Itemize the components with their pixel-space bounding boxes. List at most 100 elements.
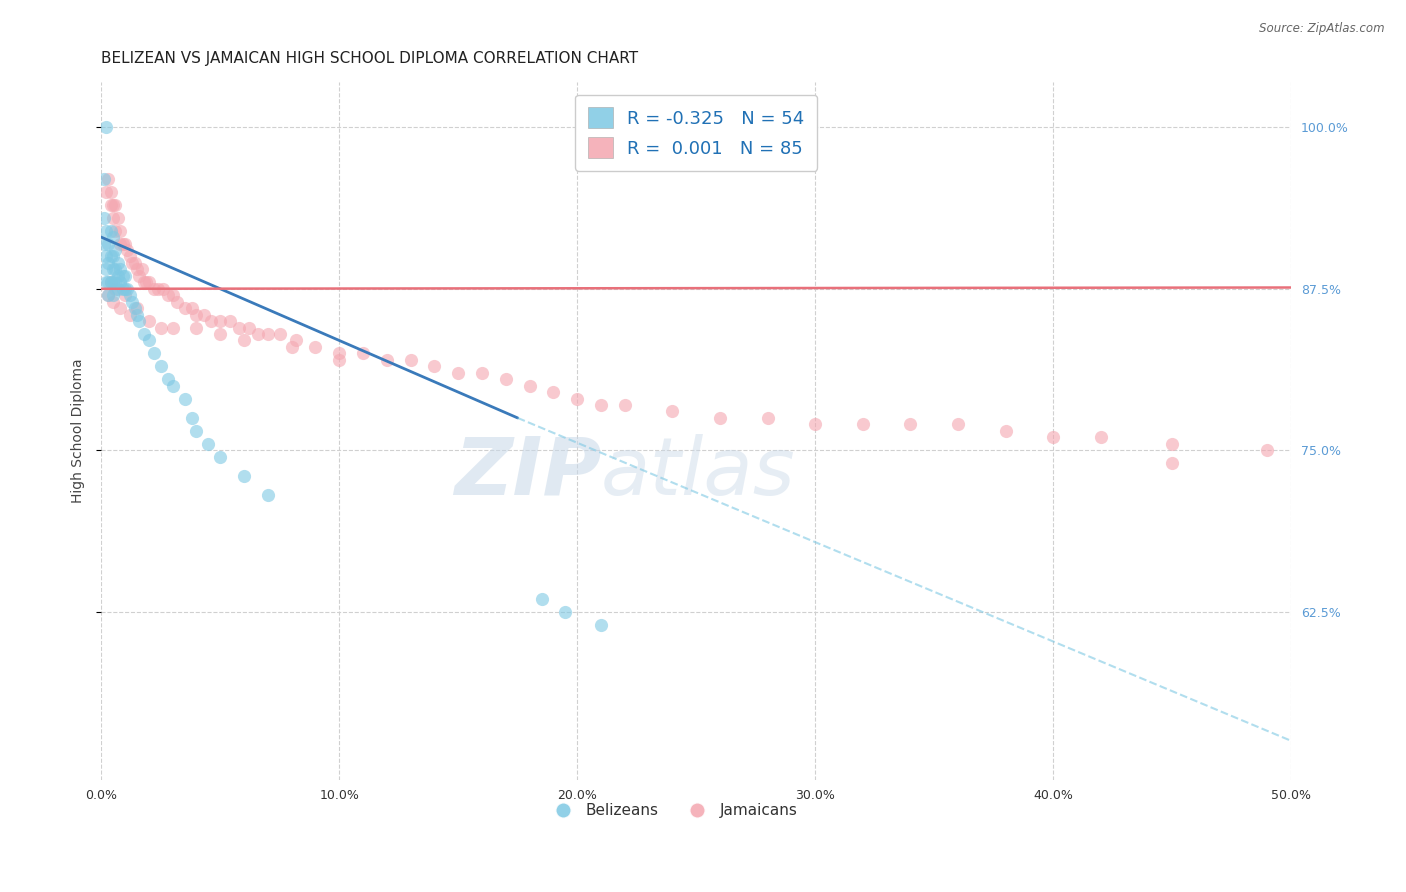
Point	[166, 294, 188, 309]
Text: BELIZEAN VS JAMAICAN HIGH SCHOOL DIPLOMA CORRELATION CHART: BELIZEAN VS JAMAICAN HIGH SCHOOL DIPLOMA…	[101, 51, 638, 66]
Point	[162, 288, 184, 302]
Point	[946, 417, 969, 432]
Point	[114, 288, 136, 302]
Point	[233, 469, 256, 483]
Point	[100, 185, 122, 199]
Point	[125, 262, 148, 277]
Point	[162, 378, 184, 392]
Point	[304, 340, 326, 354]
Point	[118, 288, 141, 302]
Point	[247, 326, 270, 341]
Point	[97, 256, 120, 270]
Point	[100, 250, 122, 264]
Point	[100, 224, 122, 238]
Point	[423, 359, 446, 374]
Text: ZIP: ZIP	[454, 434, 600, 512]
Point	[94, 120, 117, 135]
Point	[94, 224, 117, 238]
Point	[110, 276, 132, 290]
Point	[114, 282, 136, 296]
Point	[94, 262, 117, 277]
Point	[101, 198, 124, 212]
Point	[132, 326, 155, 341]
Point	[1042, 430, 1064, 444]
Point	[186, 308, 208, 322]
Point	[121, 256, 143, 270]
Point	[97, 276, 120, 290]
Point	[530, 591, 553, 606]
Point	[131, 262, 153, 277]
Point	[156, 372, 179, 386]
Point	[125, 301, 148, 315]
Point	[804, 417, 827, 432]
Point	[197, 437, 219, 451]
Point	[543, 385, 565, 400]
Point	[180, 411, 202, 425]
Point	[228, 320, 250, 334]
Point	[121, 294, 143, 309]
Point	[124, 301, 146, 315]
Point	[110, 224, 132, 238]
Point	[94, 185, 117, 199]
Point	[114, 236, 136, 251]
Point	[173, 301, 195, 315]
Point	[128, 314, 150, 328]
Text: Source: ZipAtlas.com: Source: ZipAtlas.com	[1260, 22, 1385, 36]
Point	[104, 243, 127, 257]
Point	[256, 488, 278, 502]
Point	[124, 256, 146, 270]
Point	[142, 282, 165, 296]
Point	[128, 268, 150, 283]
Point	[93, 211, 115, 225]
Point	[93, 172, 115, 186]
Point	[93, 236, 115, 251]
Point	[101, 262, 124, 277]
Point	[328, 352, 350, 367]
Point	[162, 320, 184, 334]
Point	[994, 424, 1017, 438]
Point	[238, 320, 260, 334]
Point	[328, 346, 350, 360]
Point	[280, 340, 302, 354]
Point	[149, 359, 172, 374]
Point	[107, 211, 129, 225]
Point	[132, 276, 155, 290]
Point	[138, 334, 160, 348]
Point	[100, 276, 122, 290]
Point	[100, 198, 122, 212]
Point	[104, 276, 127, 290]
Point	[94, 250, 117, 264]
Point	[118, 250, 141, 264]
Point	[589, 398, 612, 412]
Point	[186, 424, 208, 438]
Point	[471, 366, 494, 380]
Text: atlas: atlas	[600, 434, 796, 512]
Point	[495, 372, 517, 386]
Point	[110, 236, 132, 251]
Point	[285, 334, 308, 348]
Point	[1256, 443, 1278, 458]
Point	[138, 314, 160, 328]
Point	[156, 288, 179, 302]
Point	[148, 282, 170, 296]
Point	[107, 256, 129, 270]
Point	[209, 314, 232, 328]
Point	[1161, 437, 1184, 451]
Point	[114, 268, 136, 283]
Point	[104, 282, 127, 296]
Point	[149, 320, 172, 334]
Point	[375, 352, 398, 367]
Point	[399, 352, 422, 367]
Point	[661, 404, 683, 418]
Point	[589, 617, 612, 632]
Point	[138, 276, 160, 290]
Point	[110, 301, 132, 315]
Point	[111, 236, 134, 251]
Legend: Belizeans, Jamaicans: Belizeans, Jamaicans	[541, 797, 804, 824]
Point	[142, 346, 165, 360]
Point	[111, 282, 134, 296]
Point	[125, 308, 148, 322]
Point	[173, 392, 195, 406]
Point	[97, 288, 120, 302]
Point	[447, 366, 470, 380]
